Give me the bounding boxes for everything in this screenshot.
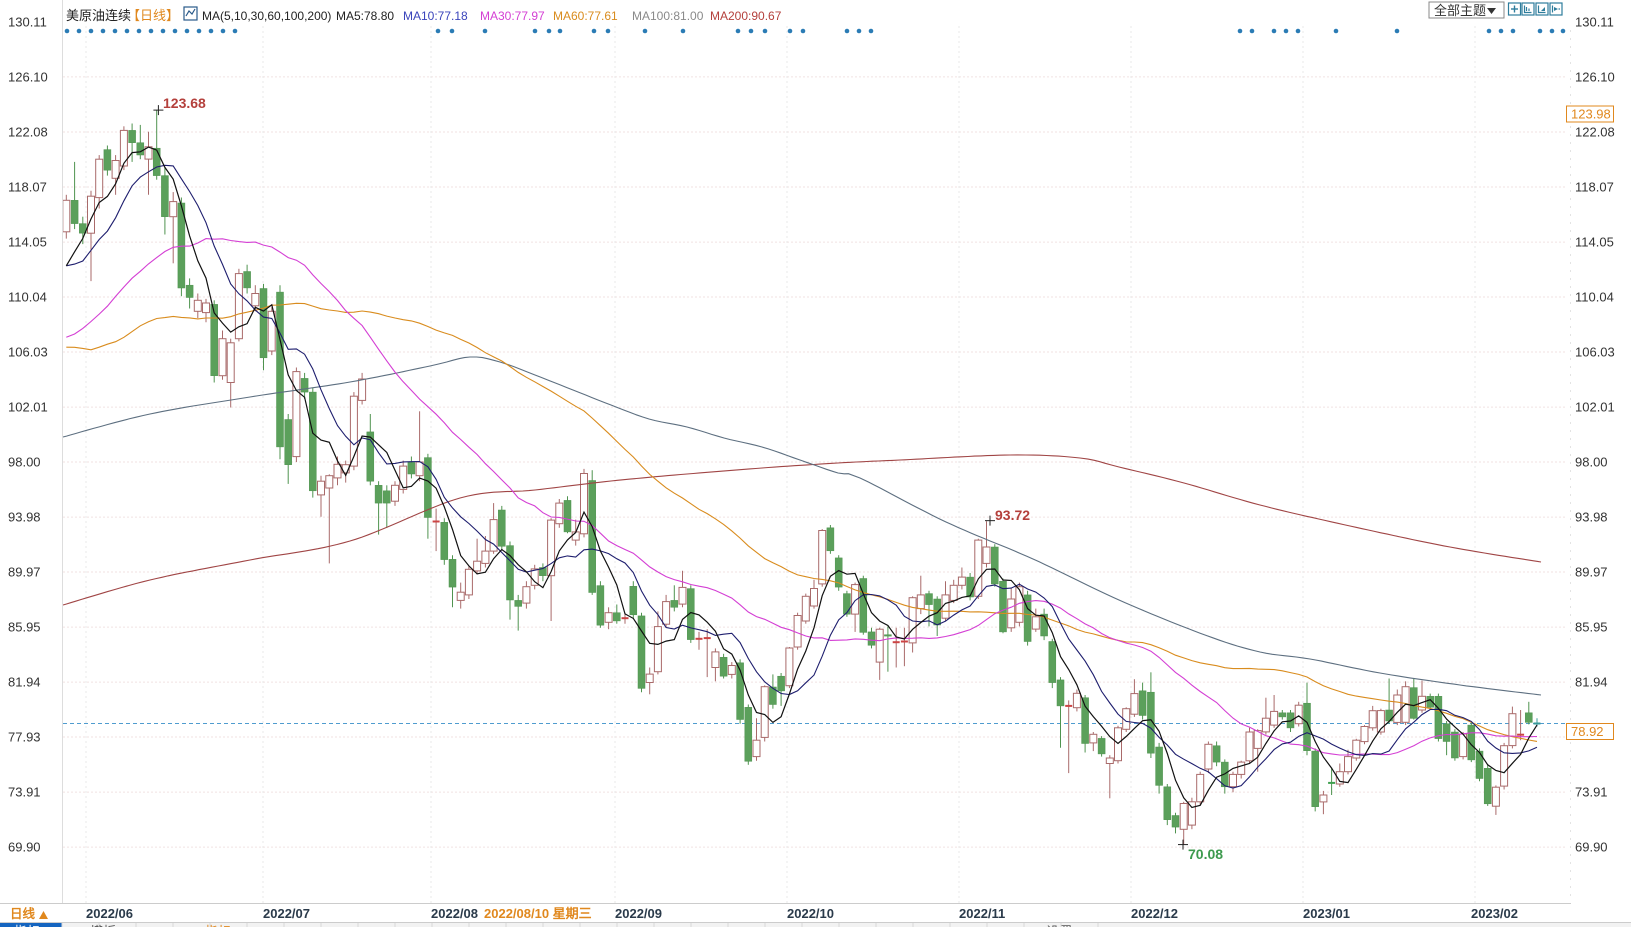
svg-text:69.90: 69.90 — [8, 840, 41, 855]
svg-text:93.98: 93.98 — [8, 510, 41, 525]
svg-text:73.91: 73.91 — [8, 785, 41, 800]
svg-text:2022/07: 2022/07 — [263, 906, 310, 921]
svg-text:118.07: 118.07 — [8, 180, 47, 195]
svg-text:89.97: 89.97 — [1575, 565, 1608, 580]
svg-text:98.00: 98.00 — [1575, 455, 1608, 470]
svg-text:130.11: 130.11 — [1575, 15, 1614, 30]
svg-text:102.01: 102.01 — [8, 400, 48, 415]
svg-text:98.00: 98.00 — [8, 455, 41, 470]
svg-text:69.90: 69.90 — [1575, 840, 1608, 855]
svg-text:2022/06: 2022/06 — [86, 906, 133, 921]
svg-text:模板: 模板 — [90, 924, 116, 927]
svg-text:77.93: 77.93 — [8, 730, 41, 745]
svg-text:78.92: 78.92 — [1571, 724, 1604, 739]
svg-text:85.95: 85.95 — [1575, 620, 1608, 635]
svg-text:81.94: 81.94 — [1575, 675, 1608, 690]
svg-text:85.95: 85.95 — [8, 620, 41, 635]
svg-text:118.07: 118.07 — [1575, 180, 1614, 195]
svg-text:114.05: 114.05 — [1575, 235, 1614, 250]
svg-text:114.05: 114.05 — [8, 235, 47, 250]
svg-text:93.72: 93.72 — [995, 507, 1030, 523]
svg-text:【日线】: 【日线】 — [127, 8, 179, 23]
svg-text:2023/01: 2023/01 — [1303, 906, 1350, 921]
svg-text:2023/02: 2023/02 — [1471, 906, 1518, 921]
svg-text:MA30:77.97: MA30:77.97 — [480, 9, 545, 23]
svg-text:89.97: 89.97 — [8, 565, 41, 580]
svg-text:70.08: 70.08 — [1188, 846, 1223, 862]
svg-text:73.91: 73.91 — [1575, 785, 1608, 800]
svg-text:110.04: 110.04 — [8, 290, 47, 305]
svg-text:126.10: 126.10 — [8, 69, 48, 84]
svg-text:MA10:77.18: MA10:77.18 — [403, 9, 468, 23]
svg-text:2022/09: 2022/09 — [615, 906, 662, 921]
svg-text:102.01: 102.01 — [1575, 400, 1615, 415]
svg-text:MA5:78.80: MA5:78.80 — [336, 9, 394, 23]
svg-text:指标: 指标 — [205, 924, 231, 927]
svg-text:指标: 指标 — [14, 924, 40, 927]
svg-text:2022/08/10 星期三: 2022/08/10 星期三 — [484, 906, 592, 921]
svg-text:2022/08: 2022/08 — [431, 906, 478, 921]
svg-text:MA60:77.61: MA60:77.61 — [553, 9, 618, 23]
svg-text:设置: 设置 — [1046, 924, 1072, 927]
svg-text:2022/10: 2022/10 — [787, 906, 834, 921]
svg-text:123.68: 123.68 — [163, 95, 206, 111]
svg-text:81.94: 81.94 — [8, 675, 41, 690]
svg-text:日线: 日线 — [10, 906, 36, 921]
svg-text:美原油连续: 美原油连续 — [66, 8, 131, 23]
svg-text:130.11: 130.11 — [8, 15, 47, 30]
svg-text:126.10: 126.10 — [1575, 69, 1615, 84]
svg-text:MA(5,10,30,60,100,200): MA(5,10,30,60,100,200) — [202, 9, 331, 23]
svg-text:110.04: 110.04 — [1575, 290, 1614, 305]
svg-text:106.03: 106.03 — [8, 345, 48, 360]
svg-text:2022/12: 2022/12 — [1131, 906, 1178, 921]
svg-text:122.08: 122.08 — [1575, 125, 1615, 140]
svg-text:106.03: 106.03 — [1575, 345, 1615, 360]
svg-text:93.98: 93.98 — [1575, 510, 1608, 525]
svg-text:MA200:90.67: MA200:90.67 — [710, 9, 782, 23]
svg-text:122.08: 122.08 — [8, 125, 48, 140]
svg-text:2022/11: 2022/11 — [959, 906, 1005, 921]
svg-text:全部主题: 全部主题 — [1434, 3, 1486, 18]
svg-text:123.98: 123.98 — [1571, 107, 1611, 122]
svg-text:MA100:81.00: MA100:81.00 — [632, 9, 704, 23]
